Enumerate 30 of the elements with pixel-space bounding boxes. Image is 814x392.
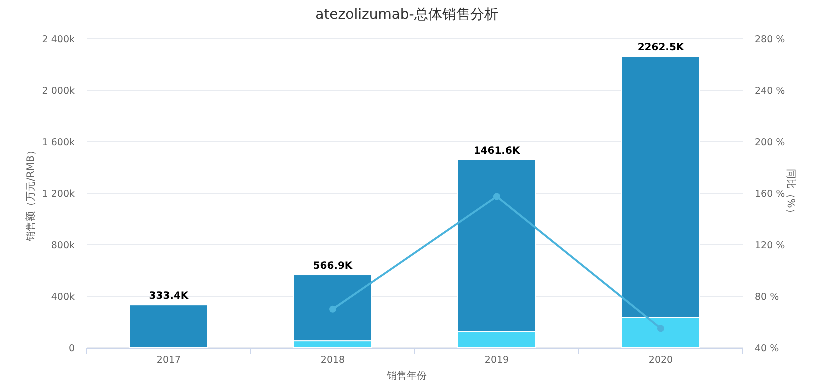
- y-tick-label: 400k: [51, 292, 76, 303]
- y-tick-label: 800k: [51, 240, 76, 252]
- x-tick-label: 2017: [156, 355, 182, 366]
- total-label: 566.9K: [313, 261, 354, 272]
- total-label: 333.4K: [149, 291, 190, 302]
- y2-axis-title: 同比（%）: [785, 168, 797, 218]
- y-tick-label: 0: [68, 344, 75, 354]
- y2-tick-label: 80 %: [755, 292, 780, 303]
- x-tick-label: 2018: [320, 355, 346, 366]
- y2-tick-label: 160 %: [755, 189, 786, 200]
- y-tick-label: 1 200k: [42, 189, 76, 200]
- point: [658, 325, 664, 332]
- total-label: 2262.5K: [638, 42, 686, 54]
- bar: [130, 304, 208, 348]
- y-axis-title: 销售额（万元/RMB）: [25, 146, 37, 242]
- x-tick-label: 2019: [484, 355, 510, 366]
- chart-title: atezolizumab-总体销售分析: [316, 7, 498, 23]
- y2-tick-label: 120 %: [755, 240, 786, 252]
- point: [330, 306, 336, 313]
- x-tick-label: 2020: [648, 355, 674, 366]
- y-tick-label: 1 600k: [42, 138, 76, 148]
- y2-tick-label: 280 %: [755, 34, 786, 46]
- x-axis-title: 销售年份: [386, 370, 427, 382]
- y2-tick-label: 40 %: [755, 344, 780, 354]
- y2-tick-label: 200 %: [755, 138, 786, 148]
- y2-tick-label: 240 %: [755, 86, 786, 97]
- y-tick-label: 2 400k: [42, 34, 76, 46]
- total-label: 1461.6K: [474, 146, 522, 157]
- point: [494, 193, 500, 200]
- y-tick-label: 2 000k: [42, 86, 76, 97]
